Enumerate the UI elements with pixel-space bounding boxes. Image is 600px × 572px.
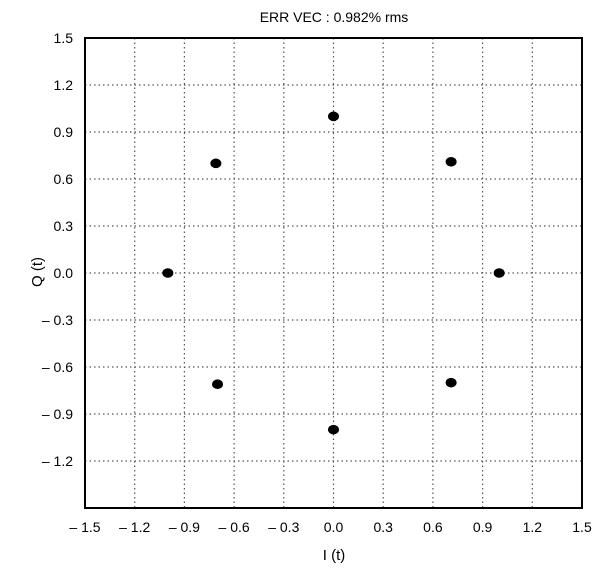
y-tick-label: – 0.6 (42, 359, 73, 375)
x-axis-tick-labels: – 1.5 – 1.2 – 0.9 – 0.6 – 0.3 0.0 0.3 0.6 0.9 1.2… (69, 519, 592, 535)
y-tick-label: 0.9 (54, 124, 74, 140)
x-tick-label: 1.2 (523, 519, 543, 535)
x-tick-label: – 1.5 (69, 519, 100, 535)
constellation-point (446, 157, 457, 167)
x-tick-label: 1.5 (572, 519, 592, 535)
y-tick-label: – 0.9 (42, 406, 73, 422)
y-tick-label: – 0.3 (42, 312, 73, 328)
x-tick-label: 0.0 (324, 519, 344, 535)
x-tick-label: 0.3 (373, 519, 393, 535)
y-tick-label: 1.5 (54, 30, 74, 46)
x-tick-label: – 0.9 (169, 519, 200, 535)
constellation-point (446, 378, 457, 388)
chart-title: ERR VEC : 0.982% rms (260, 9, 409, 25)
y-tick-label: 1.2 (54, 77, 74, 93)
y-tick-label: – 1.2 (42, 453, 73, 469)
y-axis-label: Q (t) (29, 257, 46, 287)
x-tick-label: – 1.2 (119, 519, 150, 535)
x-tick-label: 0.9 (473, 519, 493, 535)
constellation-point (328, 112, 339, 122)
x-tick-label: 0.6 (423, 519, 443, 535)
constellation-point (212, 379, 223, 389)
constellation-point (328, 425, 339, 435)
x-tick-label: – 0.6 (219, 519, 250, 535)
constellation-point (210, 159, 221, 169)
grid-lines (85, 38, 582, 508)
y-axis-tick-labels: 1.5 1.2 0.9 0.6 0.3 0.0 – 0.3 – 0.6 – 0.9 – 1.2 (42, 30, 73, 469)
y-tick-label: 0.6 (54, 171, 74, 187)
constellation-point (162, 268, 173, 278)
x-axis-label: I (t) (323, 547, 346, 564)
constellation-point (494, 268, 505, 278)
y-tick-label: 0.0 (54, 265, 74, 281)
x-tick-label: – 0.3 (268, 519, 299, 535)
y-tick-label: 0.3 (54, 218, 74, 234)
